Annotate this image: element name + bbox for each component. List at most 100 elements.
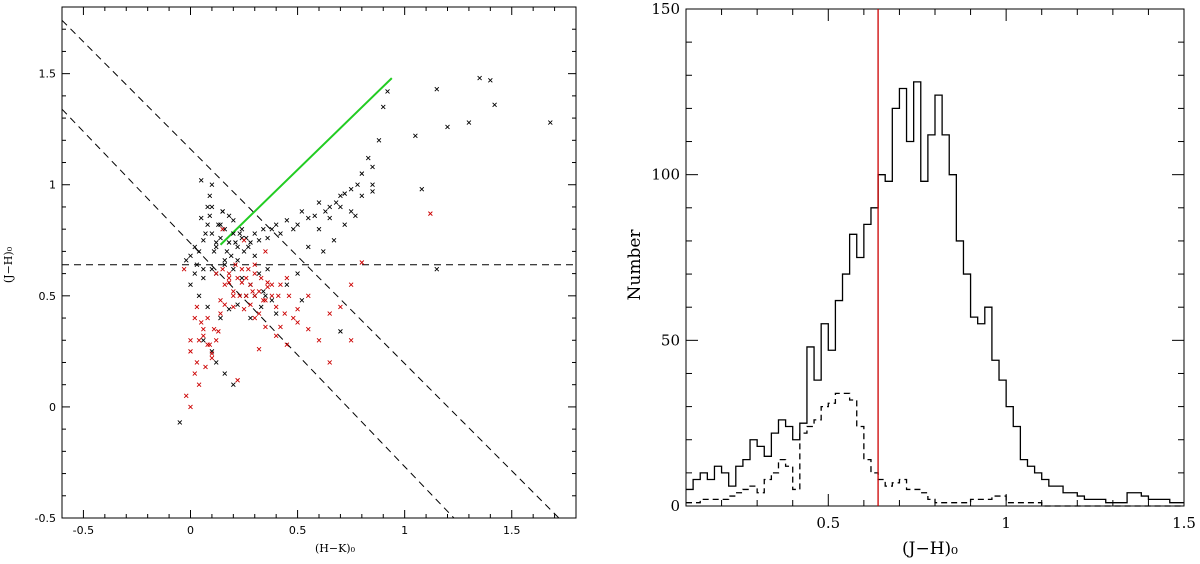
black-point: [213, 240, 219, 245]
right-tick-labels: 0.5 1 1.5 0 50 100 150: [651, 0, 1196, 532]
red-point: [256, 289, 262, 294]
red-point: [181, 266, 187, 272]
black-point: [359, 193, 365, 199]
black-point: [284, 282, 290, 288]
red-point: [290, 315, 296, 321]
red-point: [359, 260, 365, 265]
black-point: [233, 240, 238, 245]
black-point: [284, 217, 290, 223]
black-point: [316, 200, 322, 205]
black-point: [305, 244, 311, 250]
black-point: [196, 293, 202, 299]
black-point: [213, 360, 219, 365]
red-point: [201, 333, 206, 339]
red-point: [295, 320, 300, 325]
black-point: [207, 193, 213, 199]
black-point: [359, 171, 365, 176]
left-plot-frame: [61, 6, 577, 519]
left-y-tick-label: 1: [49, 179, 56, 192]
black-point: [209, 231, 215, 236]
right-plot-frame: [685, 8, 1185, 507]
black-point: [273, 222, 279, 228]
left-reference-lines: [61, 19, 576, 519]
black-point: [226, 306, 232, 312]
red-point: [226, 271, 232, 276]
red-point: [216, 329, 221, 334]
black-point: [265, 266, 270, 272]
black-point: [194, 262, 200, 268]
black-point: [218, 235, 223, 241]
black-point: [492, 102, 497, 108]
red-point: [231, 304, 236, 310]
red-point: [220, 226, 225, 232]
red-point: [205, 342, 210, 348]
red-point: [295, 306, 300, 312]
red-point: [348, 282, 354, 288]
red-point: [250, 289, 255, 294]
black-point: [216, 222, 221, 228]
black-point: [211, 249, 217, 254]
red-point: [252, 271, 258, 276]
red-point: [231, 289, 236, 294]
black-point: [488, 77, 493, 83]
black-point: [198, 215, 204, 221]
black-point: [256, 237, 262, 243]
left-y-tick-label: 1.5: [39, 68, 57, 81]
red-point: [327, 311, 333, 316]
left-x-tick-label: -0.5: [73, 524, 94, 537]
black-point: [338, 204, 343, 210]
black-point: [231, 217, 236, 223]
right-y-tick-label: 50: [661, 331, 680, 349]
black-point: [188, 253, 193, 259]
red-point: [265, 284, 270, 290]
black-point: [260, 289, 266, 294]
right-ticks: [685, 8, 1185, 507]
black-point: [299, 297, 305, 303]
black-point: [201, 237, 206, 243]
black-point: [327, 204, 333, 210]
red-point: [239, 266, 245, 272]
black-point: [370, 189, 375, 194]
black-point: [269, 297, 275, 303]
black-point: [237, 231, 243, 236]
red-point: [209, 355, 215, 361]
red-point: [252, 293, 258, 299]
right-y-tick-label: 0: [670, 497, 680, 515]
black-point: [218, 315, 223, 321]
black-point: [434, 266, 440, 272]
black-point: [320, 249, 326, 254]
left-x-tick-label: 1.5: [503, 524, 521, 537]
black-point: [207, 213, 213, 219]
black-point: [365, 155, 371, 161]
red-point: [275, 293, 281, 299]
black-point: [353, 213, 358, 219]
black-point: [224, 249, 230, 254]
black-point: [209, 266, 215, 272]
black-point: [252, 253, 258, 259]
black-point: [295, 271, 300, 276]
black-point: [299, 209, 305, 214]
red-point: [278, 282, 283, 288]
red-point: [241, 237, 247, 243]
black-point: [248, 315, 253, 321]
red-point: [209, 351, 215, 356]
black-point: [220, 209, 225, 214]
red-point: [278, 324, 283, 330]
black-point: [278, 231, 283, 236]
right-x-tick-label: 1: [1001, 514, 1011, 532]
black-point: [316, 226, 322, 232]
black-point: [222, 226, 228, 232]
left-y-tick-label: 0: [49, 401, 56, 414]
red-point: [218, 311, 223, 316]
red-point: [231, 293, 236, 299]
black-point: [205, 204, 210, 210]
black-point: [434, 86, 440, 92]
left-x-tick-label: 1: [401, 524, 408, 537]
left-x-axis-label: (H−K)₀: [315, 542, 356, 555]
left-y-tick-label: 0.5: [39, 290, 57, 303]
left-y-axis-label: (J−H)₀: [2, 246, 15, 283]
red-point: [305, 293, 311, 299]
black-point: [413, 133, 418, 139]
red-point: [213, 337, 219, 343]
